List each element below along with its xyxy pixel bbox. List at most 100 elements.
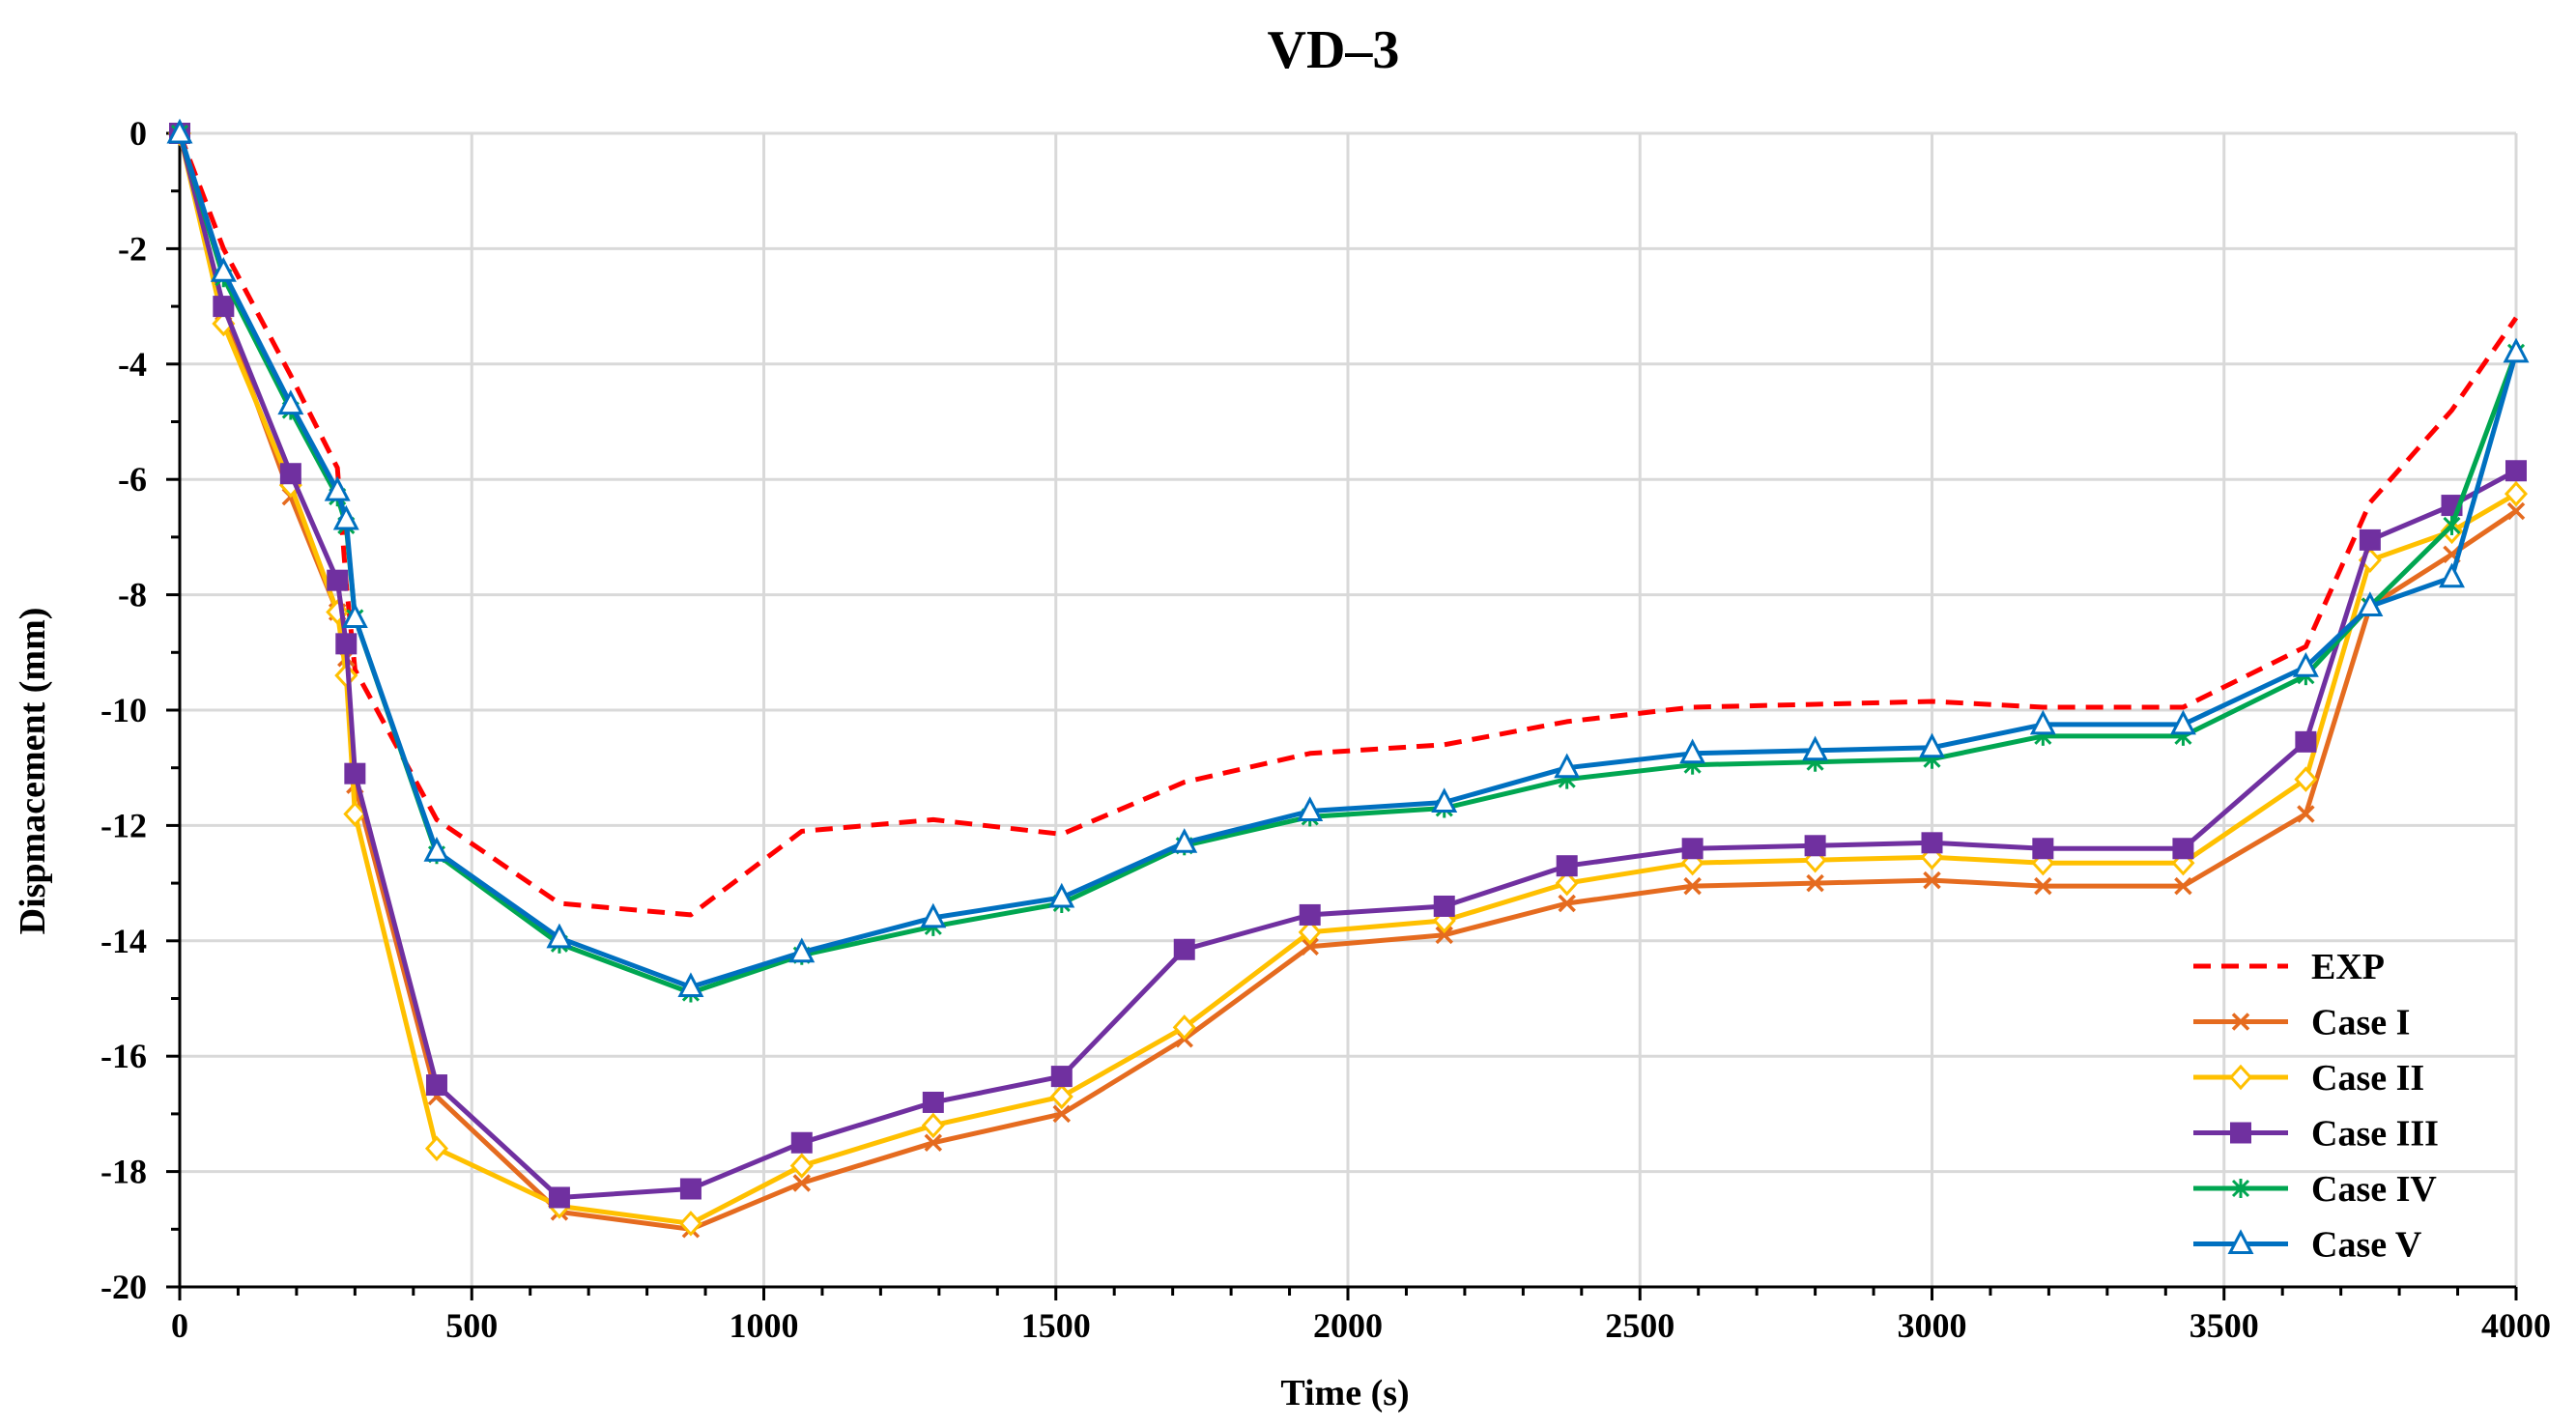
data-point-case-iii — [790, 1131, 813, 1154]
data-point-case-iii — [1173, 938, 1195, 960]
series-case-v — [166, 118, 2530, 998]
data-point-case-iii — [213, 296, 235, 318]
legend-label: EXP — [2311, 947, 2385, 987]
data-point-case-ii — [1555, 870, 1579, 897]
data-point-case-iv — [2443, 515, 2461, 535]
y-tick-label: -8 — [118, 576, 147, 614]
data-point-case-v — [1679, 738, 1706, 764]
data-point-case-i — [1806, 873, 1824, 893]
data-point-case-iii — [1804, 835, 1826, 857]
x-axis-label: Time (s) — [1280, 1373, 1409, 1413]
data-point-case-ii — [2504, 480, 2529, 507]
data-point-case-iii — [2359, 528, 2381, 551]
legend-item-case-ii: Case II — [2193, 1058, 2424, 1099]
chart-title: VD–3 — [1268, 20, 1400, 80]
y-tick-label: -20 — [100, 1268, 147, 1306]
x-tick-label: 1500 — [1021, 1306, 1091, 1345]
x-tick-label: 0 — [171, 1306, 188, 1345]
data-point-case-i — [1435, 926, 1453, 945]
data-point-case-ii — [2294, 766, 2318, 792]
data-point-case-v — [2292, 651, 2319, 677]
data-point-case-iii — [2172, 838, 2194, 860]
x-tick-label: 2500 — [1605, 1306, 1674, 1345]
legend-item-case-iii: Case III — [2193, 1114, 2439, 1155]
legend-item-case-iv: Case IV — [2193, 1169, 2437, 1210]
data-point-case-v — [1431, 787, 1458, 813]
data-point-case-ii — [1172, 1014, 1196, 1041]
data-point-case-v — [546, 923, 573, 949]
data-point-case-iii — [279, 463, 301, 485]
series-layer — [166, 118, 2530, 1239]
x-tick-label: 4000 — [2481, 1306, 2551, 1345]
data-point-case-v — [1919, 732, 1945, 758]
data-point-case-v — [2357, 591, 2384, 617]
legend-marker — [2227, 1229, 2254, 1254]
data-point-case-v — [2169, 709, 2196, 735]
data-point-case-ii — [789, 1153, 814, 1179]
data-point-case-v — [788, 937, 816, 963]
data-point-case-i — [792, 1174, 812, 1192]
grid — [180, 131, 2518, 1287]
legend-marker — [2228, 1064, 2253, 1091]
y-tick-label: -6 — [118, 460, 147, 499]
data-point-case-i — [2297, 805, 2315, 823]
data-point-case-v — [2029, 709, 2056, 735]
data-point-case-iii — [344, 762, 366, 785]
y-axis-label: Dispmacement (mm) — [13, 608, 53, 935]
data-point-case-i — [1923, 870, 1941, 890]
data-point-case-i — [1558, 894, 1576, 913]
data-point-case-iii — [1433, 895, 1455, 917]
data-point-case-i — [1301, 937, 1319, 956]
data-point-case-v — [1554, 753, 1581, 779]
data-point-case-v — [1802, 735, 1829, 761]
legend-label: Case III — [2311, 1114, 2439, 1155]
data-point-case-iii — [1681, 838, 1703, 860]
x-tick-label: 1000 — [730, 1306, 799, 1345]
y-tick-label: -16 — [100, 1037, 147, 1075]
y-tick-label: 0 — [129, 114, 147, 153]
x-tick-label: 500 — [445, 1306, 498, 1345]
data-point-case-ii — [424, 1135, 449, 1161]
data-point-case-v — [677, 972, 704, 998]
data-point-case-i — [2174, 876, 2192, 896]
data-point-case-ii — [678, 1211, 702, 1237]
data-point-case-v — [324, 475, 351, 501]
data-point-case-v — [2503, 337, 2530, 363]
data-point-case-iii — [2505, 460, 2527, 482]
y-tick-label: -14 — [100, 922, 147, 960]
data-point-case-ii — [1298, 919, 1322, 946]
data-point-case-iii — [1299, 903, 1321, 926]
data-point-case-iii — [548, 1186, 570, 1209]
legend-marker — [2231, 1179, 2250, 1198]
data-point-case-iii — [425, 1074, 447, 1097]
data-point-case-v — [277, 389, 304, 415]
data-point-case-v — [920, 902, 947, 928]
legend-label: Case IV — [2311, 1169, 2437, 1210]
data-point-case-i — [924, 1133, 943, 1152]
legend-item-exp: EXP — [2193, 947, 2385, 987]
data-point-case-v — [166, 118, 193, 144]
data-point-case-v — [210, 257, 237, 282]
legend: EXP Case I Case II Case III Case IV Case V — [2193, 947, 2439, 1266]
legend-label: Case II — [2311, 1058, 2424, 1099]
x-tick-label: 2000 — [1313, 1306, 1383, 1345]
legend-item-case-i: Case I — [2193, 1003, 2410, 1043]
data-point-case-iii — [327, 569, 349, 591]
data-point-case-v — [341, 603, 368, 628]
y-tick-label: -4 — [118, 345, 147, 384]
x-tick-label: 3000 — [1898, 1306, 1967, 1345]
x-tick-label: 3500 — [2190, 1306, 2259, 1345]
y-tick-label: -10 — [100, 691, 147, 729]
data-point-case-v — [1171, 828, 1198, 853]
data-point-case-v — [1048, 882, 1075, 908]
data-point-case-ii — [1049, 1083, 1073, 1110]
legend-marker — [2231, 1013, 2250, 1031]
y-tick-label: -2 — [118, 229, 147, 268]
legend-label: Case I — [2311, 1003, 2410, 1043]
y-tick-label: -18 — [100, 1153, 147, 1191]
data-point-case-i — [2034, 876, 2052, 896]
data-point-case-iii — [2032, 838, 2054, 860]
data-point-case-ii — [343, 801, 367, 827]
y-tick-label: -12 — [100, 806, 147, 844]
